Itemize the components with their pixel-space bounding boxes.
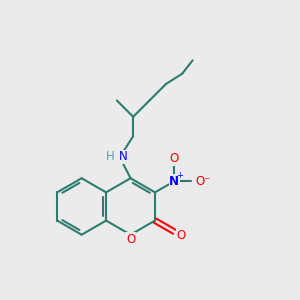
Text: O: O xyxy=(170,152,179,165)
Text: N: N xyxy=(169,175,179,188)
Text: O: O xyxy=(176,229,185,242)
Text: N: N xyxy=(118,150,127,164)
Text: H: H xyxy=(106,150,114,164)
Text: O: O xyxy=(126,233,135,246)
Text: +: + xyxy=(176,171,183,180)
Text: O⁻: O⁻ xyxy=(195,175,211,188)
